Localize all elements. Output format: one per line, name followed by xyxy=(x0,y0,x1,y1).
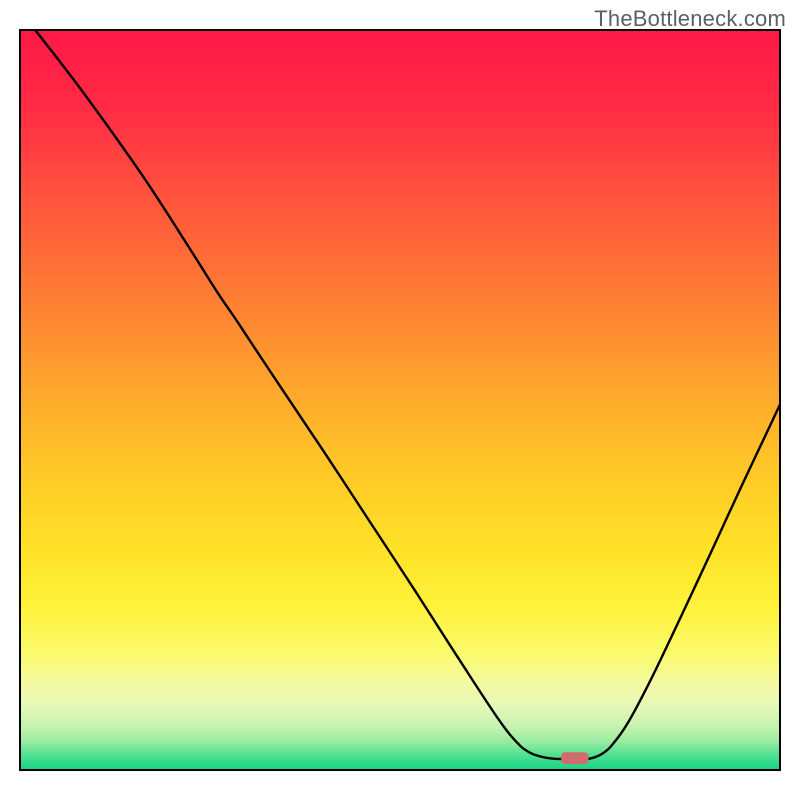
chart-background xyxy=(20,30,780,770)
watermark-text: TheBottleneck.com xyxy=(594,6,786,32)
optimal-marker xyxy=(561,752,588,764)
bottleneck-chart xyxy=(0,0,800,800)
chart-frame: TheBottleneck.com xyxy=(0,0,800,800)
